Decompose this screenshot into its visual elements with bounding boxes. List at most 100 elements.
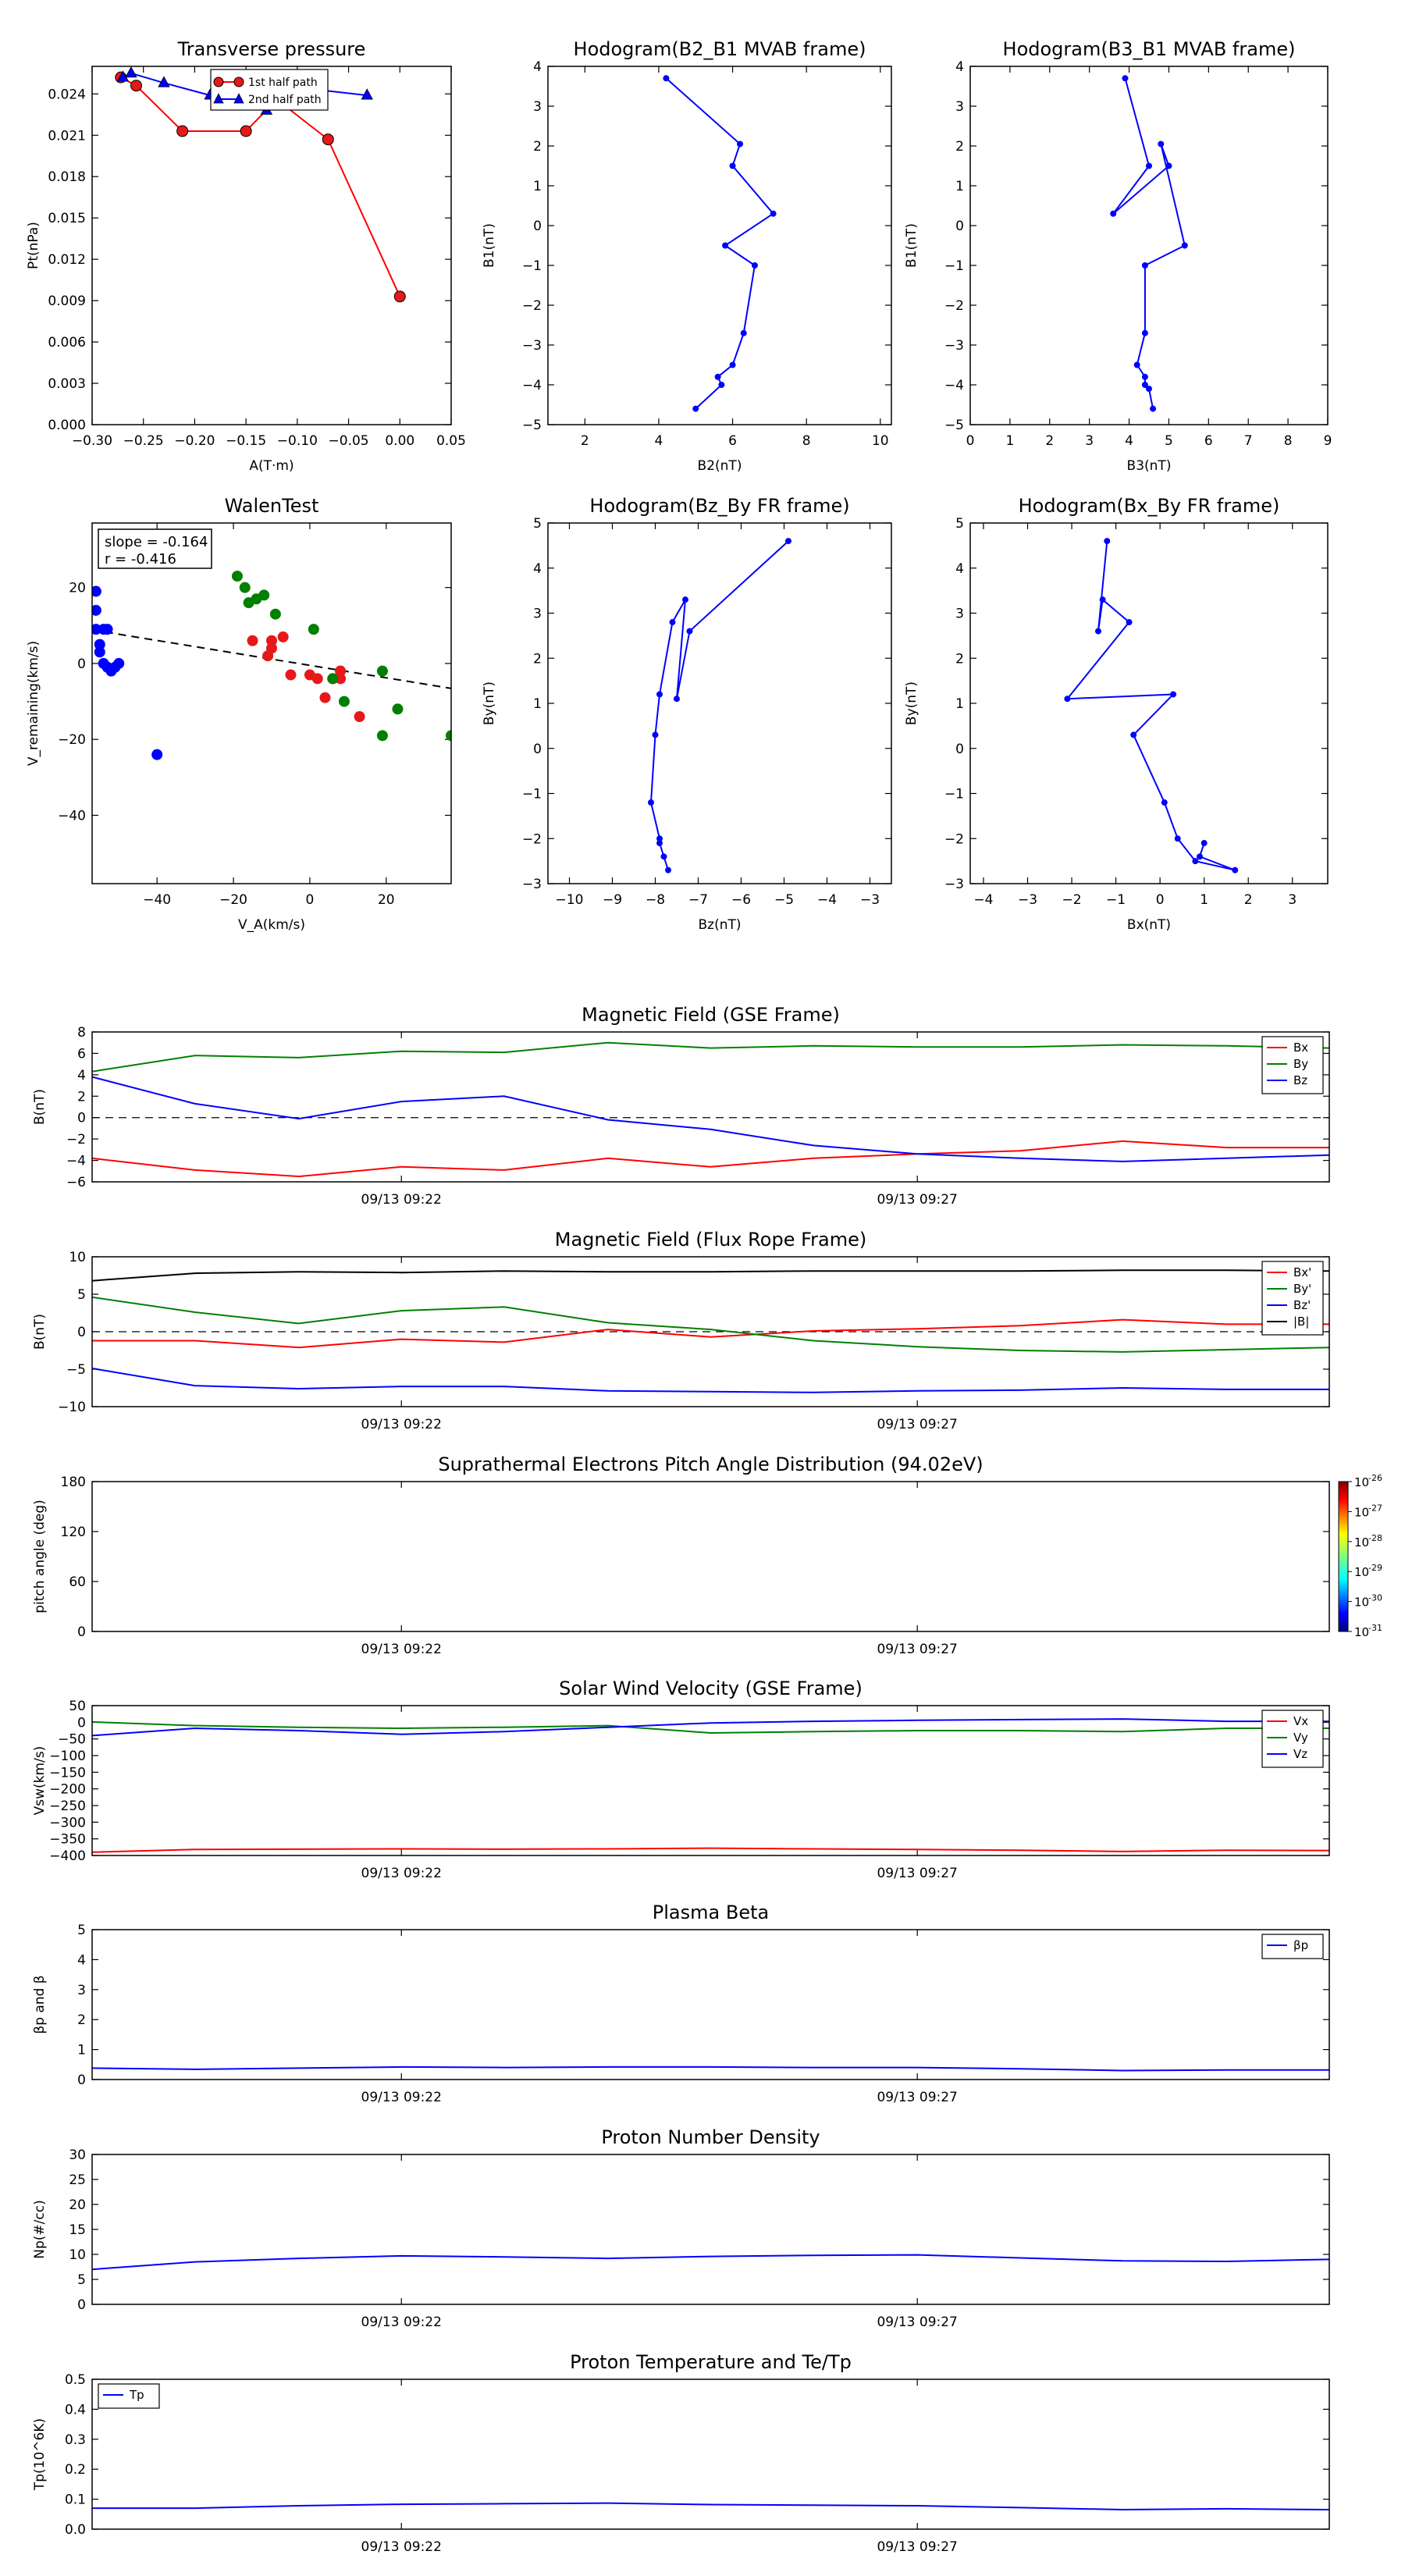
- x-tick-label: 0.05: [436, 433, 466, 449]
- x-tick-label: −7: [688, 892, 708, 908]
- legend-marker: [233, 93, 244, 104]
- data-point: [1174, 835, 1181, 842]
- x-tick-label: −0.25: [123, 433, 164, 449]
- data-point: [1104, 538, 1111, 545]
- x-tick-label: 09/13 09:22: [361, 1417, 442, 1432]
- chart-h4: Hodogram(Bx_By FR frame) −3 −2 −1 0 1 2 3 4 5 −4 −3…: [904, 495, 1329, 933]
- scatter-point: [285, 669, 297, 681]
- y-tick-label: 5: [77, 2272, 86, 2288]
- data-point: [1146, 386, 1152, 393]
- x-tick-label: 6: [728, 433, 737, 449]
- legend-label: Vz: [1293, 1747, 1307, 1761]
- y-tick-label: −250: [49, 1799, 86, 1814]
- y-tick-label: 0: [77, 1715, 86, 1731]
- data-point: [737, 141, 744, 148]
- chart-ts_np: Proton Number Density 0 5 10 15 20 25 30 09/13 0…: [32, 2126, 1330, 2330]
- x-tick-label: 09/13 09:27: [877, 1642, 957, 1657]
- chart-h3: Hodogram(Bz_By FR frame)−3−2−1012345−10−…: [482, 495, 892, 933]
- y-tick-label: 0: [77, 1325, 86, 1340]
- y-tick-label: −3: [522, 338, 542, 354]
- data-point: [1141, 373, 1148, 380]
- y-tick-label: 10: [69, 1250, 86, 1265]
- y-tick-label: 5: [955, 516, 964, 532]
- y-tick-label: 20: [69, 2197, 86, 2213]
- data-layer: [92, 2502, 1329, 2511]
- scatter-point: [319, 692, 331, 703]
- y-tick-label: −200: [49, 1782, 86, 1798]
- scatter-point: [247, 635, 258, 646]
- scatter-point: [101, 624, 113, 635]
- x-tick-label: 09/13 09:22: [361, 1866, 442, 1881]
- legend-label: By': [1293, 1282, 1311, 1296]
- data-point: [652, 731, 659, 738]
- chart-ts_pad: Suprathermal Electrons Pitch Angle Distr…: [32, 1453, 1382, 1657]
- y-tick-label: −20: [58, 732, 86, 748]
- y-axis-label: Np(#/cc): [32, 2200, 48, 2258]
- y-tick-label: 0.018: [48, 169, 86, 185]
- y-tick-label: −300: [49, 1815, 86, 1831]
- annotation-text: r = -0.416: [105, 551, 176, 568]
- y-tick-label: −3: [944, 338, 964, 354]
- y-tick-label: −50: [58, 1732, 86, 1748]
- axes-frame: [547, 66, 892, 425]
- axes-frame: [969, 66, 1329, 425]
- colorbar-tick-exponent: -29: [1368, 1563, 1382, 1573]
- x-tick-label: −8: [646, 892, 665, 908]
- y-tick-label: 3: [955, 607, 964, 622]
- x-tick-label: 2: [1244, 892, 1253, 908]
- chart-title: Suprathermal Electrons Pitch Angle Distr…: [438, 1453, 983, 1475]
- x-tick-label: −1: [1106, 892, 1126, 908]
- axes-frame: [547, 522, 892, 884]
- colorbar-tick-exponent: -30: [1368, 1593, 1382, 1603]
- y-tick-label: −10: [58, 1400, 86, 1415]
- data-point: [729, 162, 736, 169]
- y-tick-label: −400: [49, 1848, 86, 1864]
- y-tick-label: 0: [77, 1111, 86, 1126]
- y-axis-label: Pt(nPa): [26, 222, 41, 269]
- x-tick-label: 09/13 09:22: [361, 1192, 442, 1208]
- chart-title: Hodogram(B2_B1 MVAB frame): [574, 38, 866, 60]
- data-point: [1099, 596, 1106, 603]
- y-tick-label: −1: [522, 258, 542, 274]
- y-tick-label: −1: [522, 787, 542, 802]
- y-tick-label: 2: [533, 139, 542, 155]
- y-tick-label: 2: [77, 2012, 86, 2028]
- axes-frame: [91, 1481, 1330, 1632]
- y-tick-label: 2: [77, 1089, 86, 1105]
- series-line-Bz': [92, 1368, 1329, 1393]
- scatter-point: [262, 650, 274, 662]
- series-line-Bx': [92, 1318, 1329, 1349]
- data-point: [1161, 799, 1168, 806]
- data-point: [682, 596, 688, 603]
- legend-label: Vy: [1293, 1731, 1308, 1745]
- x-tick-label: −20: [219, 892, 247, 908]
- axes-frame: [91, 2379, 1330, 2530]
- chart-title: Solar Wind Velocity (GSE Frame): [559, 1678, 863, 1699]
- data-point: [656, 691, 663, 698]
- x-tick-label: −0.05: [329, 433, 369, 449]
- data-point: [1110, 210, 1117, 217]
- x-tick-label: 1: [1200, 892, 1208, 908]
- x-tick-label: −4: [973, 892, 993, 908]
- data-point: [361, 88, 373, 100]
- annotation-text: slope = -0.164: [105, 534, 208, 550]
- x-tick-label: 09/13 09:27: [877, 2090, 957, 2105]
- legend-box: [1261, 1261, 1324, 1336]
- legend-box: [1261, 1710, 1324, 1768]
- chart-title: Hodogram(Bx_By FR frame): [1019, 495, 1280, 517]
- y-tick-label: 2: [533, 651, 542, 667]
- x-tick-label: −3: [860, 892, 880, 908]
- axes-frame: [91, 1929, 1330, 2080]
- y-tick-label: 0: [77, 1624, 86, 1640]
- scatter-point: [311, 673, 323, 685]
- x-tick-label: 20: [378, 892, 395, 908]
- data-layer: [663, 75, 777, 412]
- data-point: [674, 696, 680, 703]
- x-tick-label: 3: [1085, 433, 1094, 449]
- chart-ts_tp: Proton Temperature and Te/Tp 0.0 0.1 0.2 0.3…: [32, 2351, 1330, 2555]
- x-axis-label: Bz(nT): [698, 917, 741, 933]
- series-line-βp: [92, 2065, 1329, 2072]
- y-tick-label: 2: [955, 139, 964, 155]
- x-tick-label: 8: [1284, 433, 1293, 449]
